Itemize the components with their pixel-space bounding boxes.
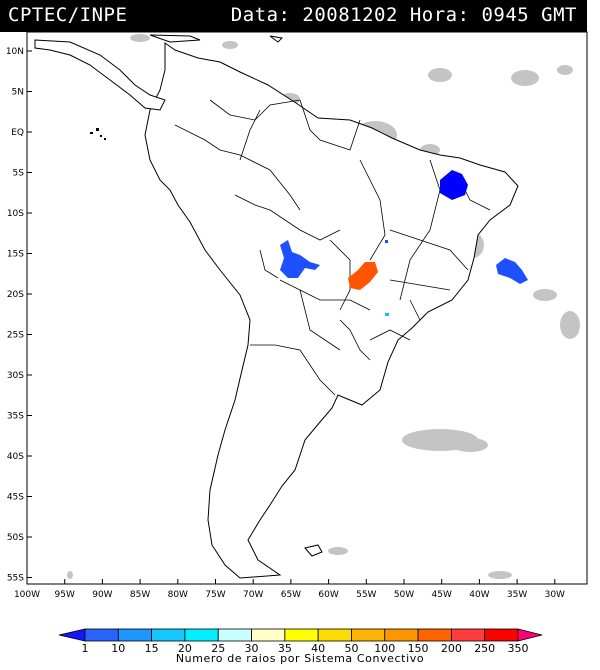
colorbar-label: 25	[211, 642, 225, 655]
convective-system-blue-atlantic	[496, 258, 528, 284]
colorbar-arrow-left	[58, 628, 86, 642]
lon-tick-label: 30W	[545, 590, 565, 600]
lon-tick-label: 60W	[318, 590, 338, 600]
latitude-axis: 10N 5N EQ 5S 10S 15S 20S 25S 30S 35S 40S 45S 50S 55S	[6, 47, 32, 584]
lon-tick-label: 35W	[507, 590, 527, 600]
colorbar-segment	[184, 628, 219, 642]
lat-tick-label: 55S	[7, 574, 24, 584]
lon-tick-label: 85W	[130, 590, 150, 600]
colorbar-label: 1	[82, 642, 89, 655]
agency-label: CPTEC/INPE	[8, 4, 128, 26]
colorbar-segment	[417, 628, 452, 642]
colorbar-segment	[450, 628, 486, 642]
colorbar-segment	[117, 628, 153, 642]
south-america-coastline	[144, 42, 519, 579]
convective-system-orange	[348, 262, 378, 290]
colorbar-label: 10	[111, 642, 125, 655]
lat-tick-label: 5N	[12, 88, 24, 98]
colorbar-segment	[351, 628, 386, 642]
colorbar-label: 15	[145, 642, 159, 655]
lat-tick-label: 45S	[7, 493, 24, 503]
convective-system-blue-ne	[440, 170, 468, 200]
lat-tick-label: 5S	[13, 169, 25, 179]
colorbar-arrow-right	[517, 628, 543, 642]
lat-tick-label: 20S	[7, 290, 24, 300]
lon-tick-label: 70W	[243, 590, 263, 600]
colorbar-segment	[251, 628, 286, 642]
colorbar-label: 50	[344, 642, 358, 655]
lon-tick-label: 55W	[356, 590, 376, 600]
lat-tick-label: 10S	[7, 209, 24, 219]
color-scale-bar: 1 10 15 20 25 30 35 40 50 100 150 200 250 350	[58, 628, 543, 655]
lat-tick-label: EQ	[11, 128, 24, 138]
lon-tick-label: 40W	[469, 590, 489, 600]
convective-system-blue-bolivia	[280, 240, 320, 278]
longitude-axis: 100W 95W 90W 85W 80W 75W 70W 65W 60W 55W 50W 45W 40W…	[14, 579, 565, 600]
lat-tick-label: 10N	[6, 47, 24, 57]
colorbar-segment	[84, 628, 119, 642]
convective-system-cyan	[385, 313, 389, 316]
colorbar-label: 200	[441, 642, 462, 655]
country-borders	[174, 99, 491, 396]
lon-tick-label: 95W	[55, 590, 75, 600]
colorbar-segment	[217, 628, 252, 642]
map-header: CPTEC/INPE Data: 20081202 Hora: 0945 GMT	[0, 0, 587, 32]
colorbar-segment	[484, 628, 519, 642]
colorbar-label: 20	[178, 642, 192, 655]
colorbar-label: 350	[508, 642, 529, 655]
lat-tick-label: 40S	[7, 452, 24, 462]
lon-tick-label: 65W	[281, 590, 301, 600]
colorbar-label: 100	[374, 642, 395, 655]
lon-tick-label: 45W	[432, 590, 452, 600]
colorbar-segment	[384, 628, 419, 642]
lon-tick-label: 75W	[205, 590, 225, 600]
colorbar-label: 250	[474, 642, 495, 655]
lon-tick-label: 100W	[14, 590, 40, 600]
convective-system-small-blue	[385, 240, 388, 243]
legend-title: Numero de raios por Sistema Convectivo	[175, 652, 425, 665]
colorbar-label: 35	[278, 642, 292, 655]
lat-tick-label: 15S	[7, 250, 24, 260]
colorbar-segment	[317, 628, 352, 642]
caribbean-islands	[149, 34, 284, 43]
datetime-label: Data: 20081202 Hora: 0945 GMT	[230, 4, 577, 26]
falkland-islands	[304, 544, 323, 557]
lon-tick-label: 50W	[394, 590, 414, 600]
convective-systems	[280, 170, 528, 316]
colorbar-segment	[151, 628, 186, 642]
central-america-coastline	[34, 39, 166, 111]
galapagos-islands	[90, 128, 106, 140]
colorbar-segment	[284, 628, 319, 642]
lat-tick-label: 30S	[7, 371, 24, 381]
colorbar-label: 150	[408, 642, 429, 655]
lat-tick-label: 50S	[7, 533, 24, 543]
lat-tick-label: 25S	[7, 331, 24, 341]
colorbar-label: 30	[245, 642, 259, 655]
lon-tick-label: 80W	[168, 590, 188, 600]
colorbar-label: 40	[311, 642, 325, 655]
lat-tick-label: 35S	[7, 412, 24, 422]
lon-tick-label: 90W	[92, 590, 112, 600]
